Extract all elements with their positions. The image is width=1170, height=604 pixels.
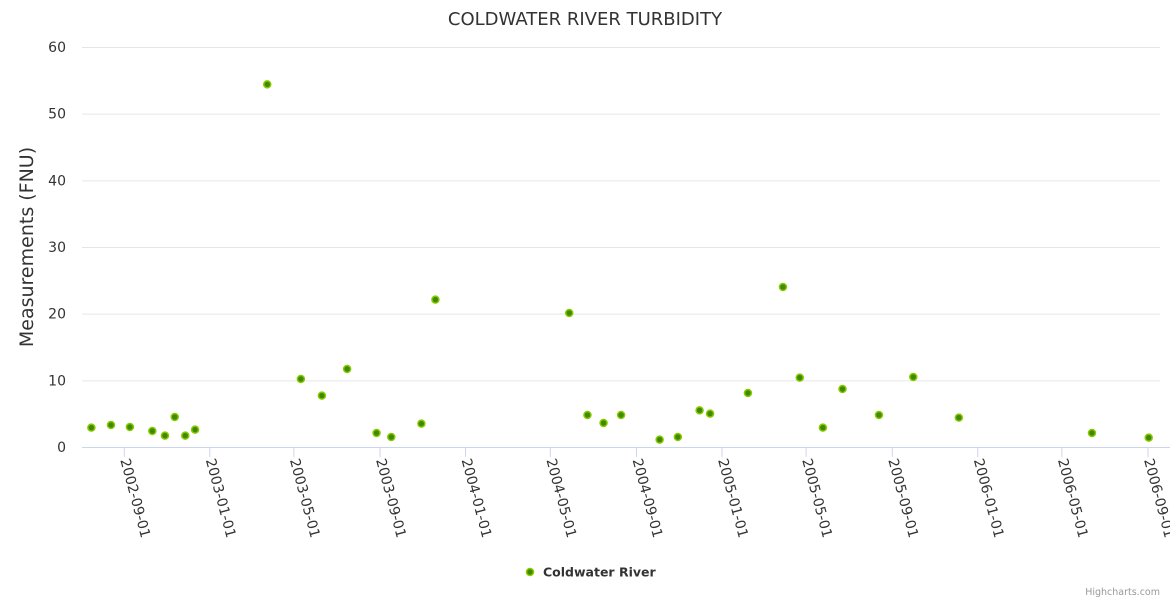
- data-point[interactable]: [1144, 433, 1153, 442]
- y-tick-label: 60: [48, 40, 66, 56]
- chart-title: COLDWATER RIVER TURBIDITY: [448, 9, 723, 30]
- data-point[interactable]: [616, 410, 626, 420]
- x-tick-label: 2004-05-01: [542, 457, 579, 540]
- y-axis-label: Measurements (FNU): [16, 147, 38, 347]
- data-point[interactable]: [954, 413, 964, 422]
- legend-marker-icon: [525, 567, 535, 577]
- data-point[interactable]: [673, 432, 683, 442]
- data-point[interactable]: [125, 422, 135, 432]
- data-point[interactable]: [372, 428, 381, 438]
- x-tick-label: 2005-09-01: [884, 457, 921, 540]
- y-tick-label: 50: [48, 107, 66, 123]
- data-point[interactable]: [743, 388, 753, 398]
- data-point[interactable]: [705, 409, 715, 418]
- grid-lines: [82, 47, 1160, 382]
- data-point[interactable]: [431, 295, 440, 304]
- data-point[interactable]: [170, 412, 180, 422]
- credits-link[interactable]: Highcharts.com: [1085, 587, 1160, 598]
- data-point[interactable]: [417, 419, 426, 428]
- y-tick-label: 0: [57, 440, 66, 456]
- x-tick-label: 2005-05-01: [798, 457, 835, 540]
- data-point[interactable]: [874, 410, 884, 420]
- data-point[interactable]: [317, 391, 327, 400]
- x-tick-label: 2003-01-01: [202, 457, 239, 540]
- data-point[interactable]: [909, 372, 918, 382]
- data-point[interactable]: [583, 410, 592, 420]
- data-point[interactable]: [1087, 428, 1097, 438]
- x-tick-label: 2006-05-01: [1054, 457, 1091, 540]
- x-tick-label: 2002-09-01: [116, 457, 153, 540]
- y-tick-label: 20: [48, 307, 66, 323]
- x-tick-labels: 2002-09-01 2003-01-01 2003-05-01 2003-09-01…: [116, 447, 1170, 540]
- data-point[interactable]: [342, 364, 352, 374]
- x-tick-label: 2004-09-01: [629, 457, 666, 540]
- legend-label: Coldwater River: [543, 565, 656, 580]
- y-tick-label: 40: [48, 173, 66, 189]
- data-point[interactable]: [387, 432, 396, 442]
- data-point[interactable]: [778, 282, 788, 292]
- data-points: [87, 80, 1153, 444]
- data-point[interactable]: [160, 431, 170, 440]
- data-point[interactable]: [148, 426, 157, 436]
- x-tick-label: 2003-09-01: [372, 457, 409, 540]
- data-point[interactable]: [599, 418, 608, 428]
- y-tick-label: 10: [48, 373, 66, 389]
- y-tick-labels: 0 10 20 30 40 50 60: [48, 40, 66, 456]
- data-point[interactable]: [838, 384, 847, 394]
- data-point[interactable]: [564, 308, 574, 318]
- x-tick-label: 2006-09-01: [1140, 457, 1170, 540]
- x-tick-label: 2004-01-01: [458, 457, 495, 540]
- x-tick-label: 2006-01-01: [970, 457, 1007, 540]
- y-tick-label: 30: [48, 240, 66, 256]
- data-point[interactable]: [795, 373, 805, 382]
- data-point[interactable]: [296, 374, 306, 384]
- data-point[interactable]: [87, 423, 96, 432]
- x-tick-label: 2003-05-01: [286, 457, 323, 540]
- legend-item-coldwater-river[interactable]: Coldwater River: [525, 565, 657, 580]
- x-tick-label: 2005-01-01: [714, 457, 751, 540]
- data-point[interactable]: [818, 423, 828, 432]
- data-point[interactable]: [695, 406, 704, 415]
- data-point[interactable]: [106, 420, 116, 430]
- data-point[interactable]: [262, 80, 272, 89]
- data-point[interactable]: [181, 431, 190, 440]
- data-point[interactable]: [655, 435, 664, 444]
- data-point[interactable]: [190, 425, 200, 434]
